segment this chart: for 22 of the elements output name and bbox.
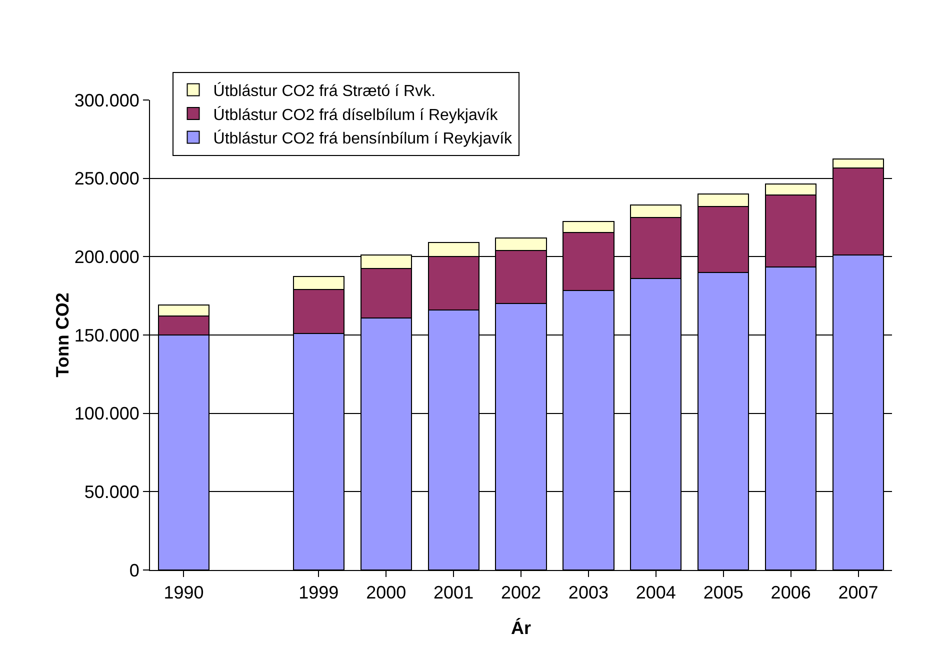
x-tick-label: 1990 bbox=[164, 582, 204, 603]
x-tick-label: 2003 bbox=[568, 582, 608, 603]
y-tick-label: 150.000 bbox=[74, 325, 140, 346]
y-tick-label: 50.000 bbox=[84, 482, 140, 502]
x-tick-label: 2005 bbox=[703, 582, 744, 603]
x-tick-label: 2006 bbox=[770, 582, 811, 603]
y-tick-label: 300.000 bbox=[74, 90, 140, 110]
y-tick-label: 0 bbox=[129, 560, 140, 580]
y-tick-label: 200.000 bbox=[74, 246, 140, 267]
y-tick-label: 100.000 bbox=[74, 404, 140, 424]
legend-label: Útblástur CO2 frá Strætó í Rvk. bbox=[213, 82, 436, 100]
y-axis-title: Tonn CO2 bbox=[52, 292, 72, 378]
x-tick-label: 2004 bbox=[636, 582, 676, 603]
legend-label: Útblástur CO2 frá díselbílum í Reykjavík bbox=[213, 106, 499, 124]
x-tick-label: 1999 bbox=[298, 582, 339, 603]
legend-label: Útblástur CO2 frá bensínbílum í Reykjavík bbox=[213, 130, 514, 148]
y-tick-label: 250.000 bbox=[74, 168, 140, 189]
x-tick-label: 2000 bbox=[366, 582, 406, 603]
x-tick-label: 2002 bbox=[500, 582, 542, 603]
x-tick-label: 2001 bbox=[434, 582, 474, 603]
x-tick-label: 2007 bbox=[838, 582, 878, 603]
x-axis-title: Ár bbox=[510, 618, 532, 638]
